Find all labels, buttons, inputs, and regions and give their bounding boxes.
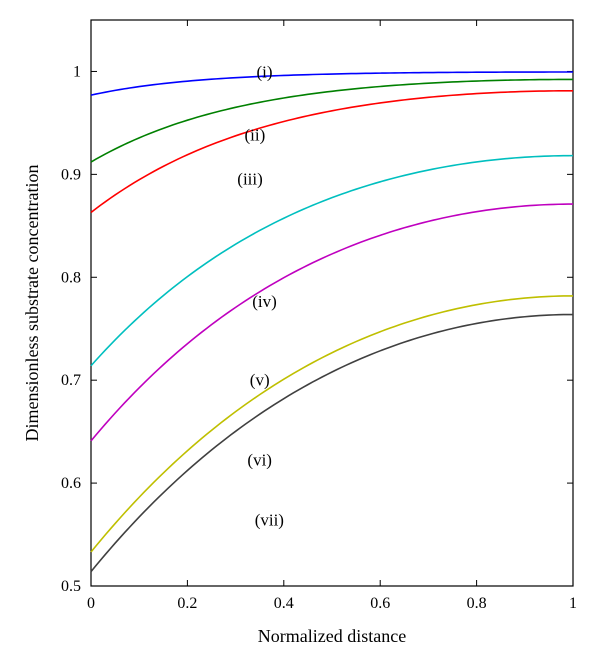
series-line [90,71,573,96]
curve-labels: (i) (ii) (iii) (iv) (v) (vi) (vii) [237,63,284,530]
series-line [90,203,574,442]
x-tick-label: 0.8 [467,595,487,612]
series-curves [90,71,574,573]
y-tick-label: 0.6 [61,475,81,492]
y-tick-label: 0.8 [61,269,81,286]
series-line [90,78,574,163]
curve-label: (vi) [247,451,272,470]
series-line [90,89,574,214]
x-tick-label: 1 [569,595,577,612]
series-line [90,313,574,573]
curve-label: (ii) [244,125,265,144]
y-tick-label: 0.5 [61,578,81,595]
y-tick-label: 0.9 [61,166,81,183]
x-tick-label: 0 [87,595,95,612]
series-line [90,295,574,553]
y-axis-title: Dimensionless substrate concentration [22,165,42,442]
x-tick-label: 0.6 [370,595,390,612]
x-axis-title: Normalized distance [258,626,406,646]
curve-label: (v) [250,370,270,389]
curve-label: (i) [256,63,272,82]
axis-ticks: 0 0.2 0.4 0.6 0.8 1 0.5 0.6 0.7 0.8 0.9 1 [61,20,577,612]
x-tick-label: 0.2 [177,595,197,612]
curve-label: (iii) [237,170,263,189]
y-tick-label: 1 [73,63,81,80]
x-tick-label: 0.4 [274,595,294,612]
plot-area [90,19,574,587]
series-line [90,154,574,367]
y-tick-label: 0.7 [61,372,81,389]
curve-label: (iv) [252,292,277,311]
curve-label: (vii) [255,510,284,529]
